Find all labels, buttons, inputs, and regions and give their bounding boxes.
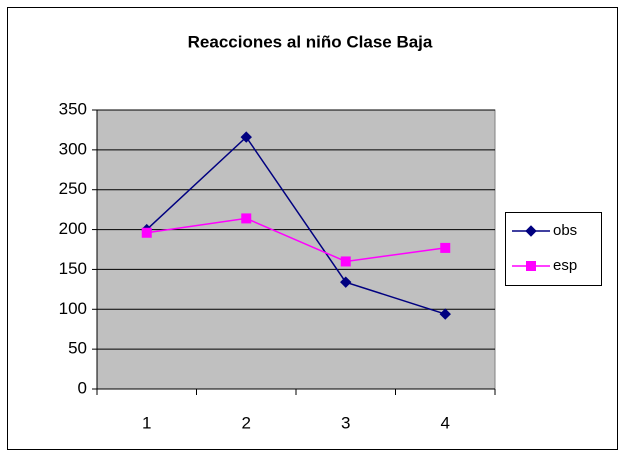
legend-label: esp	[553, 257, 577, 274]
data-point	[439, 308, 451, 320]
data-point	[340, 276, 352, 288]
y-tick-label: 0	[78, 378, 87, 397]
x-tick-label: 2	[242, 413, 251, 432]
y-tick-label: 350	[59, 99, 87, 118]
y-tick-label: 300	[59, 139, 87, 158]
y-tick-label: 100	[59, 299, 87, 318]
y-tick-label: 50	[68, 339, 87, 358]
x-tick-label: 3	[341, 413, 350, 432]
legend-label: obs	[553, 222, 577, 239]
legend-marker	[525, 225, 537, 237]
chart-title: Reacciones al niño Clase Baja	[188, 32, 433, 51]
y-tick-label: 200	[59, 219, 87, 238]
y-tick-label: 150	[59, 259, 87, 278]
legend-marker	[526, 261, 536, 271]
data-point	[141, 227, 152, 238]
x-tick-label: 4	[441, 413, 450, 432]
data-point	[340, 256, 351, 267]
y-tick-label: 250	[59, 179, 87, 198]
legend-box	[505, 212, 602, 286]
series-line	[146, 217, 446, 263]
data-point	[240, 131, 252, 143]
data-point	[440, 242, 451, 253]
series-line	[146, 135, 446, 315]
x-tick-label: 1	[142, 413, 151, 432]
data-point	[241, 213, 252, 224]
